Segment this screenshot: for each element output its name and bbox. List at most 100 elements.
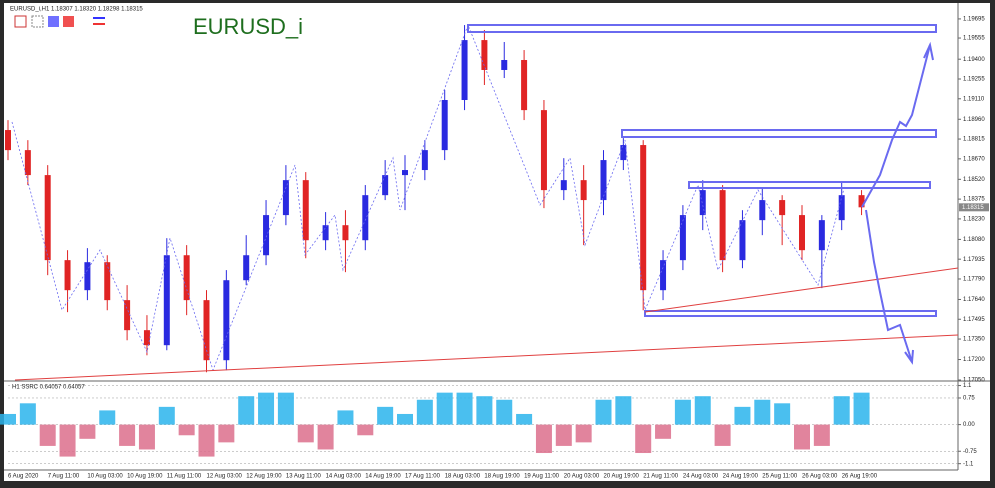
indicator-title: H1 SSRC 0.64057 0.64057 (12, 385, 85, 391)
drawings (11, 23, 959, 381)
toolbar[interactable] (14, 15, 105, 28)
candle-body (282, 180, 289, 216)
candle-body (183, 255, 190, 301)
zone (467, 24, 937, 33)
y-tick-label: 1.18375 (963, 197, 985, 203)
candle-body (223, 280, 230, 361)
plot: 1.19695 1.19555 1.19400 1.19255 1.19110 1.189… (0, 16, 989, 480)
price-tag-label: 1.18315 (962, 205, 984, 211)
x-tick-label: 10 Aug 19:00 (127, 474, 163, 480)
candle-body (779, 200, 786, 216)
candle-body (600, 160, 607, 201)
histogram-bar (39, 424, 56, 446)
histogram-bar (516, 413, 533, 425)
candle-body (302, 180, 309, 241)
histogram-bar (694, 396, 711, 425)
trendline (14, 334, 959, 381)
histogram-bar (59, 424, 76, 457)
histogram-bar (277, 392, 294, 425)
candle-body (24, 150, 31, 176)
y-tick-label: 1.18230 (963, 216, 985, 222)
x-tick-label: 26 Aug 03:00 (802, 474, 838, 480)
candle-body (620, 145, 627, 161)
histogram-bar (138, 424, 155, 450)
y-tick-label: 1.19555 (963, 36, 985, 42)
tool-icon[interactable] (63, 16, 74, 27)
y-tick-label: 1.17050 (963, 378, 985, 384)
histogram-bar (794, 424, 810, 450)
candle-body (818, 220, 825, 251)
candle-body (342, 225, 349, 241)
histogram-bar (218, 424, 235, 443)
y-tick-label: 1.19110 (963, 96, 985, 102)
histogram-bar (496, 399, 513, 425)
arrow-head (904, 349, 914, 365)
histogram-bar (79, 424, 96, 439)
candle-body (421, 150, 428, 171)
histogram-bar (535, 424, 552, 454)
histogram-bar (258, 392, 275, 425)
candle-body (481, 40, 488, 70)
candle-body (640, 145, 647, 291)
y-tick-label: 1.18080 (963, 237, 985, 243)
candle-body (64, 260, 71, 291)
x-tick-label: 11 Aug 11:00 (167, 474, 202, 480)
zone (644, 310, 937, 317)
y-tick-label: 1.17640 (963, 297, 985, 303)
histogram-bar (178, 424, 195, 436)
zone (688, 181, 931, 189)
histogram-bar (853, 392, 870, 425)
histogram-bar (774, 403, 791, 425)
x-tick-label: 14 Aug 03:00 (326, 474, 362, 480)
histogram-bar (158, 406, 175, 425)
tool-icon[interactable] (48, 16, 59, 27)
x-tick-label: 20 Aug 19:00 (604, 474, 640, 480)
candle-body (739, 220, 746, 261)
tool-icon[interactable] (31, 15, 44, 28)
histogram-bar (813, 424, 830, 446)
x-tick-label: 6 Aug 2020 (8, 474, 39, 480)
x-tick-label: 13 Aug 11:00 (286, 474, 322, 480)
x-tick-label: 7 Aug 11:00 (48, 474, 80, 480)
arrow-path (865, 209, 913, 363)
y-tick-label: 1.18520 (963, 177, 985, 183)
histogram-bar (357, 424, 374, 436)
histogram-bar (19, 403, 36, 425)
y-tick-label: 1.17935 (963, 257, 985, 263)
y-tick-label: -1.1 (963, 461, 974, 467)
candle-body (580, 180, 587, 201)
x-tick-label: 24 Aug 19:00 (723, 474, 759, 480)
candle-body (501, 60, 508, 70)
histogram-bar (476, 396, 493, 425)
trendline (644, 267, 959, 313)
histogram-bar (297, 424, 314, 443)
x-tick-label: 17 Aug 11:00 (405, 474, 441, 480)
candle-body (104, 262, 111, 301)
candle-body (441, 100, 448, 151)
candle-body (163, 255, 170, 346)
candle-body (84, 262, 91, 291)
candle-body (5, 130, 11, 151)
x-tick-label: 24 Aug 03:00 (683, 474, 719, 480)
histogram-bar (655, 424, 672, 439)
candle-body (719, 190, 726, 261)
histogram-bar (377, 406, 394, 425)
y-tick-label: 1.19695 (963, 16, 985, 22)
candle-body (263, 215, 270, 256)
y-tick-label: 1.17350 (963, 337, 985, 343)
y-tick-label: -0.75 (963, 449, 977, 455)
histogram-bar (714, 424, 731, 446)
candle-body (322, 225, 329, 241)
price-tag (959, 203, 989, 212)
histogram-bar (397, 413, 413, 425)
histogram-bar (238, 396, 255, 425)
x-tick-label: 26 Aug 19:00 (842, 474, 878, 480)
histogram-bar (416, 399, 433, 425)
x-tick-label: 18 Aug 03:00 (445, 474, 481, 480)
candle-body (699, 190, 706, 216)
x-tick-label: 25 Aug 11:00 (762, 474, 798, 480)
tool-icon[interactable] (14, 15, 27, 28)
x-tick-label: 18 Aug 19:00 (484, 474, 520, 480)
histogram-bar (754, 399, 771, 425)
